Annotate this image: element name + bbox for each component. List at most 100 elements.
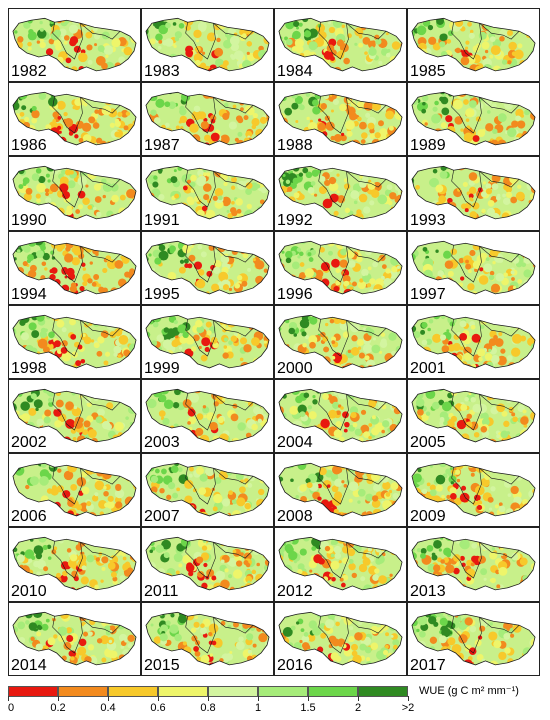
wue-pixel-cluster — [350, 346, 360, 356]
wue-pixel-cluster — [83, 631, 88, 637]
wue-pixel-cluster — [507, 493, 512, 498]
wue-pixel-cluster — [163, 552, 170, 559]
wue-pixel-cluster — [490, 486, 496, 492]
wue-pixel-cluster — [18, 636, 26, 644]
wue-pixel-cluster — [388, 368, 393, 373]
wue-pixel-cluster — [497, 113, 507, 123]
wue-pixel-cluster — [392, 493, 399, 500]
wue-pixel-cluster — [516, 315, 524, 320]
wue-pixel-cluster — [57, 468, 62, 474]
wue-pixel-cluster — [336, 240, 341, 241]
wue-pixel-cluster — [62, 436, 72, 442]
wue-pixel-cluster — [502, 295, 507, 300]
year-label: 2007 — [144, 508, 180, 526]
wue-pixel-cluster — [124, 295, 128, 299]
wue-pixel-cluster — [400, 52, 403, 63]
wue-pixel-cluster — [467, 282, 475, 291]
subregion-boundary — [213, 468, 254, 485]
wue-pixel-cluster — [321, 140, 330, 146]
wue-pixel-cluster — [162, 40, 168, 46]
wue-pixel-cluster — [223, 39, 232, 49]
wue-pixel-cluster — [252, 547, 261, 556]
wue-pixel-cluster — [530, 144, 536, 146]
wue-pixel-cluster — [521, 217, 531, 220]
wue-pixel-cluster — [114, 489, 125, 499]
wue-pixel-cluster — [149, 129, 156, 135]
wue-pixel-cluster — [12, 101, 20, 111]
wue-pixel-cluster — [498, 331, 503, 336]
wue-pixel-cluster — [417, 537, 423, 540]
wue-pixel-cluster — [233, 569, 243, 580]
wue-pixel-cluster — [173, 169, 177, 173]
wue-pixel-cluster — [471, 333, 481, 343]
wue-pixel-cluster — [421, 573, 427, 579]
wue-pixel-cluster — [246, 632, 254, 640]
wue-pixel-cluster — [382, 362, 389, 368]
wue-pixel-cluster — [94, 109, 99, 115]
wue-pixel-cluster — [453, 568, 460, 575]
wue-pixel-cluster — [460, 203, 467, 210]
wue-pixel-cluster — [310, 34, 314, 39]
wue-pixel-cluster — [88, 631, 93, 636]
wue-pixel-cluster — [388, 513, 393, 517]
wue-pixel-cluster — [244, 478, 249, 484]
wue-pixel-cluster — [231, 612, 239, 621]
subregion-boundary — [318, 467, 349, 505]
wue-pixel-cluster — [97, 336, 105, 344]
wue-pixel-cluster — [481, 435, 490, 442]
wue-pixel-cluster — [507, 88, 512, 93]
wue-pixel-cluster — [122, 583, 131, 591]
wue-pixel-cluster — [197, 216, 202, 220]
wue-pixel-cluster — [528, 146, 533, 151]
wue-pixel-cluster — [266, 315, 270, 316]
wue-pixel-cluster — [442, 274, 446, 278]
wue-pixel-cluster — [530, 551, 535, 556]
wue-pixel-cluster — [214, 477, 222, 485]
wue-pixel-cluster — [394, 539, 403, 549]
wue-pixel-cluster — [86, 478, 90, 483]
wue-pixel-cluster — [372, 574, 380, 582]
wue-pixel-cluster — [130, 170, 136, 176]
wue-pixel-cluster — [309, 341, 316, 349]
wue-pixel-cluster — [162, 339, 173, 349]
wue-pixel-cluster — [56, 573, 61, 578]
wue-pixel-cluster — [275, 39, 279, 45]
wue-pixel-cluster — [371, 427, 380, 436]
wue-pixel-cluster — [15, 497, 21, 504]
wue-pixel-cluster — [278, 243, 281, 247]
wue-pixel-cluster — [515, 390, 523, 398]
wue-pixel-cluster — [112, 434, 121, 442]
wue-pixel-cluster — [235, 615, 243, 623]
region-outline — [12, 314, 137, 369]
wue-pixel-cluster — [145, 637, 150, 643]
wue-pixel-cluster — [126, 245, 136, 256]
wue-pixel-cluster — [393, 537, 401, 543]
wue-pixel-cluster — [187, 389, 194, 391]
wue-pixel-cluster — [267, 199, 270, 210]
wue-pixel-cluster — [488, 348, 492, 352]
wue-pixel-cluster — [466, 568, 476, 579]
wue-pixel-cluster — [240, 166, 248, 173]
map-grid: 1982 1983 1984 1985 1986 1987 1988 1989 1990 1991… — [8, 8, 540, 676]
wue-pixel-cluster — [505, 18, 513, 20]
wue-pixel-cluster — [486, 361, 494, 368]
wue-pixel-cluster — [507, 60, 512, 65]
wue-pixel-cluster — [365, 112, 371, 119]
wue-pixel-cluster — [223, 537, 233, 542]
region-map — [12, 240, 137, 299]
wue-pixel-cluster — [278, 246, 282, 251]
wue-pixel-cluster — [533, 556, 536, 562]
wue-pixel-cluster — [411, 245, 414, 252]
wue-pixel-cluster — [411, 492, 416, 498]
wue-pixel-cluster — [248, 94, 255, 102]
wue-pixel-cluster — [394, 513, 403, 517]
wue-pixel-cluster — [295, 495, 299, 499]
wue-pixel-cluster — [472, 135, 480, 143]
wue-pixel-cluster — [380, 364, 391, 368]
region-outline — [278, 240, 403, 294]
wue-pixel-cluster — [376, 240, 380, 242]
wue-pixel-cluster — [446, 532, 451, 537]
subregion-boundary — [185, 541, 216, 579]
wue-pixel-cluster — [145, 195, 150, 200]
wue-pixel-cluster — [247, 401, 254, 407]
